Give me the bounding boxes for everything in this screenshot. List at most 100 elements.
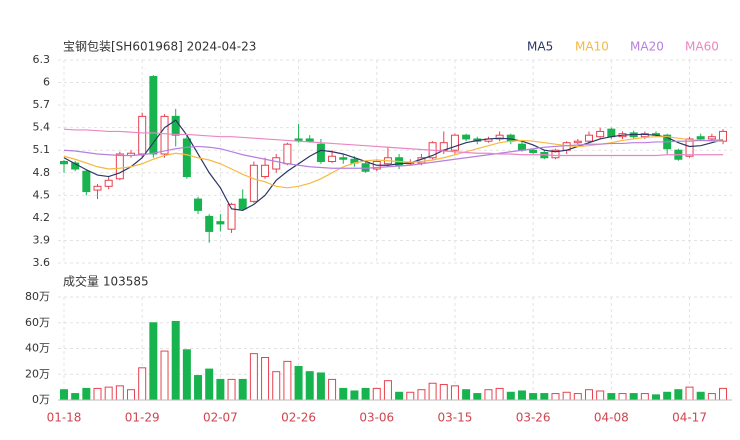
volume-bar: [283, 360, 292, 401]
candle-body: [707, 136, 716, 140]
volume-bar: [618, 393, 627, 401]
ma-line: [63, 139, 724, 169]
candle-body: [182, 138, 191, 178]
x-tick-label: 01-18: [47, 411, 82, 425]
chart-title: 宝钢包装[SH601968] 2024-04-23: [63, 40, 256, 54]
candle-body: [60, 161, 68, 165]
candle-body: [249, 164, 258, 202]
volume-bar: [640, 393, 649, 401]
volume-bar: [506, 391, 515, 401]
volume-bar: [707, 393, 716, 401]
x-tick-label: 02-07: [203, 411, 238, 425]
volume-bar: [261, 357, 270, 401]
candle-body: [149, 76, 158, 155]
x-tick-label: 04-08: [594, 411, 629, 425]
volume-bar: [428, 382, 437, 401]
candle-body: [104, 179, 113, 187]
volume-bar: [696, 391, 705, 401]
volume-bar: [495, 387, 504, 401]
y-tick-label: 4.5: [33, 188, 51, 201]
volume-bar: [674, 389, 683, 401]
candle-body: [261, 164, 270, 178]
volume-bar: [685, 386, 694, 401]
candle-body: [93, 185, 102, 191]
candle-body: [238, 198, 247, 210]
volume-bar: [406, 391, 415, 401]
volume-bar: [93, 387, 102, 401]
volume-bar: [517, 390, 526, 401]
y-tick-label: 3.6: [33, 256, 51, 269]
legend-entry: MA20: [630, 40, 664, 54]
candle-body: [115, 153, 124, 180]
volume-bar: [372, 387, 381, 401]
volume-bar: [596, 390, 605, 401]
volume-bar: [484, 389, 493, 401]
volume-bar: [227, 378, 236, 401]
volume-bar: [115, 385, 124, 401]
volume-bar: [305, 371, 314, 401]
volume-bar: [82, 387, 91, 401]
volume-bar: [383, 380, 392, 401]
candle-body: [216, 221, 225, 225]
ma-line: [63, 128, 724, 157]
volume-bar: [629, 393, 638, 401]
volume-bar: [663, 391, 672, 401]
candle-body: [160, 115, 169, 155]
y-tick-label: 3.9: [33, 233, 51, 246]
volume-bar: [194, 375, 203, 401]
volume-bar: [607, 393, 616, 401]
candle-body: [205, 215, 214, 232]
candle-body: [339, 157, 348, 160]
x-tick-label: 04-17: [672, 411, 707, 425]
x-tick-label: 03-15: [438, 411, 473, 425]
volume-bar: [328, 378, 337, 401]
volume-bar: [339, 387, 348, 401]
y-tick-label: 5.7: [33, 98, 51, 111]
y-tick-label: 5.4: [33, 121, 51, 134]
y-tick-label: 4.8: [33, 166, 51, 179]
volume-bar: [138, 367, 147, 401]
candle-body: [529, 149, 538, 153]
volume-bar: [294, 366, 303, 401]
volume-bar: [71, 393, 80, 401]
volume-bar: [205, 368, 214, 401]
volume-bar: [316, 372, 325, 401]
ma-line: [63, 136, 724, 189]
y-tick-label: 60万: [25, 316, 50, 329]
candle-body: [685, 138, 694, 157]
volume-bar: [216, 378, 225, 401]
volume-bar: [450, 385, 459, 401]
candle-body: [584, 134, 593, 142]
legend-entry: MA60: [685, 40, 719, 54]
y-tick-label: 40万: [25, 342, 50, 355]
ma-line: [63, 119, 724, 211]
candle-body: [138, 115, 147, 155]
candle-body: [316, 143, 325, 163]
x-tick-label: 02-26: [281, 411, 316, 425]
candle-body: [450, 134, 459, 151]
candle-body: [462, 134, 471, 140]
volume-bar: [171, 320, 180, 401]
volume-bar: [249, 353, 258, 401]
candle-body: [171, 115, 180, 136]
candle-body: [495, 134, 504, 140]
volume-bar: [127, 389, 136, 401]
candle-body: [596, 130, 605, 138]
volume-bar: [417, 389, 426, 401]
y-tick-label: 5.1: [33, 143, 51, 156]
candle-body: [305, 138, 314, 142]
y-tick-label: 0万: [32, 393, 50, 406]
candle-body: [272, 157, 281, 170]
volume-bar: [529, 393, 538, 401]
candle-body: [551, 149, 560, 159]
volume-bar: [238, 378, 247, 401]
volume-bar: [652, 394, 661, 401]
y-tick-label: 6: [43, 76, 50, 89]
volume-bar: [719, 387, 728, 401]
volume-bar: [584, 389, 593, 401]
candle-body: [194, 198, 203, 211]
volume-bar: [540, 393, 549, 401]
volume-bar: [361, 387, 370, 401]
candle-body: [328, 155, 337, 162]
